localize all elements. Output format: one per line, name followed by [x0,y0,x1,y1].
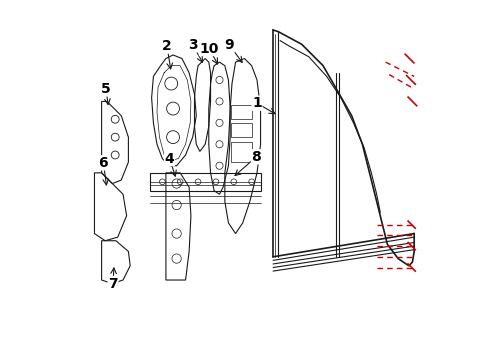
Text: 3: 3 [187,38,197,52]
Text: 2: 2 [162,39,171,53]
Bar [230,105,252,119]
Text: 1: 1 [252,96,262,110]
Bar [230,143,252,162]
Text: 7: 7 [108,276,118,291]
Text: 4: 4 [164,152,174,166]
Text: 6: 6 [99,156,108,170]
Text: 9: 9 [224,38,234,52]
Text: 5: 5 [101,82,111,96]
Text: 10: 10 [199,41,218,55]
Bar [230,123,252,137]
Text: 8: 8 [251,150,261,164]
